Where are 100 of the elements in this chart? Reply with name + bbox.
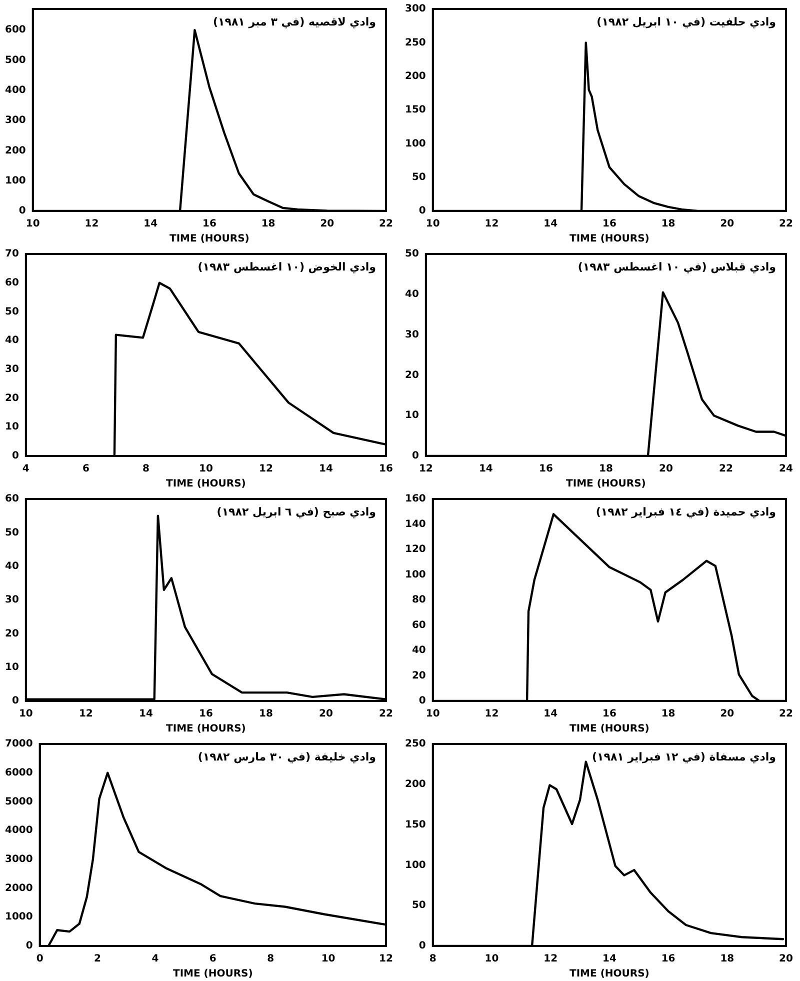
x-tick-label: 12 xyxy=(544,954,558,965)
x-tick-label: 14 xyxy=(478,464,493,475)
y-tick-label: 50 xyxy=(412,172,426,183)
y-tick-label: 0 xyxy=(418,206,426,217)
x-tick-label: 14 xyxy=(144,218,158,230)
y-tick-label: 7000 xyxy=(4,738,33,750)
y-tick-label: 4000 xyxy=(4,825,33,836)
x-tick-label: 22 xyxy=(779,218,793,230)
x-tick-label: 20 xyxy=(720,218,734,230)
x-tick-label: 12 xyxy=(84,218,99,230)
x-tick-label: 12 xyxy=(259,464,273,475)
x-tick-label: 14 xyxy=(319,464,333,475)
x-tick-label: 12 xyxy=(418,464,433,475)
y-tick-label: 40 xyxy=(412,645,426,656)
y-tick-label: 40 xyxy=(404,288,419,300)
y-tick-label: 80 xyxy=(412,594,426,606)
x-tick-label: 24 xyxy=(779,464,793,475)
y-tick-label: 0 xyxy=(12,450,19,462)
x-axis-title: TIME (HOURS) xyxy=(166,478,246,490)
x-tick-label: 20 xyxy=(320,218,334,230)
x-tick-label: 22 xyxy=(719,464,733,475)
x-tick-label: 10 xyxy=(484,954,499,965)
x-tick-label: 14 xyxy=(544,708,558,720)
x-axis-title: TIME (HOURS) xyxy=(166,724,246,735)
y-tick-label: 0 xyxy=(12,696,19,707)
x-axis-title: TIME (HOURS) xyxy=(570,724,650,735)
x-tick-label: 12 xyxy=(379,954,393,965)
text: وادي حميدة (في ١٤ فبراير ١٩٨٢) xyxy=(596,505,776,518)
x-tick-label: 10 xyxy=(26,218,40,230)
y-tick-label: 140 xyxy=(405,518,426,530)
y-tick-label: 2000 xyxy=(4,882,33,894)
x-tick-label: 8 xyxy=(142,464,150,475)
x-tick-label: 18 xyxy=(261,218,276,230)
x-tick-label: 20 xyxy=(659,464,673,475)
x-tick-label: 18 xyxy=(720,954,734,965)
x-tick-label: 18 xyxy=(661,218,676,230)
y-tick-label: 100 xyxy=(405,860,426,871)
x-tick-label: 8 xyxy=(267,954,274,965)
y-tick-label: 60 xyxy=(412,620,426,631)
x-tick-label: 20 xyxy=(720,708,734,720)
y-tick-label: 50 xyxy=(4,527,19,538)
y-tick-label: 120 xyxy=(405,544,426,556)
text: وادي صبح (في ٦ ابريل ١٩٨٢) xyxy=(216,505,376,518)
y-tick-label: 500 xyxy=(5,54,26,66)
y-tick-label: 20 xyxy=(4,392,19,404)
y-tick-label: 300 xyxy=(5,115,26,126)
y-tick-label: 150 xyxy=(405,104,426,116)
x-tick-label: 12 xyxy=(484,218,499,230)
y-tick-label: 0 xyxy=(26,940,33,952)
y-tick-label: 250 xyxy=(405,738,426,750)
y-tick-label: 20 xyxy=(404,370,419,381)
x-tick-label: 8 xyxy=(429,954,436,965)
x-tick-label: 22 xyxy=(379,708,393,720)
y-tick-label: 300 xyxy=(405,4,426,15)
y-tick-label: 60 xyxy=(4,277,19,288)
y-tick-label: 0 xyxy=(418,940,426,952)
x-tick-label: 10 xyxy=(198,464,213,475)
x-axis-title: TIME (HOURS) xyxy=(172,968,253,980)
x-axis-title: TIME (HOURS) xyxy=(170,234,250,245)
y-tick-label: 40 xyxy=(4,335,19,346)
x-tick-label: 6 xyxy=(209,954,216,965)
y-tick-label: 150 xyxy=(405,819,426,830)
y-tick-label: 5000 xyxy=(4,796,33,808)
y-tick-label: 200 xyxy=(405,778,426,790)
x-tick-label: 4 xyxy=(152,954,159,965)
y-tick-label: 100 xyxy=(405,138,426,150)
text: وادي لاقصيه (في ٣ مبر ١٩٨١) xyxy=(213,15,376,28)
x-tick-label: 10 xyxy=(321,954,336,965)
y-tick-label: 200 xyxy=(5,145,26,156)
y-tick-label: 0 xyxy=(418,696,426,707)
x-tick-label: 0 xyxy=(36,954,44,965)
y-tick-label: 6000 xyxy=(4,767,33,778)
x-tick-label: 14 xyxy=(602,954,616,965)
x-tick-label: 18 xyxy=(661,708,676,720)
y-tick-label: 400 xyxy=(5,84,26,96)
y-tick-label: 3000 xyxy=(4,854,33,866)
y-tick-label: 160 xyxy=(405,494,426,505)
x-tick-label: 12 xyxy=(484,708,499,720)
x-tick-label: 14 xyxy=(138,708,153,720)
x-tick-label: 22 xyxy=(779,708,793,720)
y-tick-label: 50 xyxy=(412,900,426,912)
x-tick-label: 22 xyxy=(379,218,393,230)
y-tick-label: 20 xyxy=(4,628,19,640)
y-tick-label: 20 xyxy=(412,670,426,682)
y-tick-label: 60 xyxy=(4,494,19,505)
x-tick-label: 18 xyxy=(598,464,613,475)
text: وادي حلفيت (في ١٠ ابريل ١٩٨٢) xyxy=(596,15,776,28)
y-tick-label: 30 xyxy=(4,364,19,376)
x-axis-title: TIME (HOURS) xyxy=(566,478,646,490)
y-tick-label: 10 xyxy=(4,422,19,433)
x-axis-title: TIME (HOURS) xyxy=(570,968,650,980)
x-tick-label: 16 xyxy=(538,464,553,475)
y-tick-label: 200 xyxy=(405,70,426,82)
x-tick-label: 2 xyxy=(94,954,102,965)
x-tick-label: 16 xyxy=(661,954,676,965)
y-tick-label: 10 xyxy=(404,410,419,422)
y-tick-label: 600 xyxy=(5,24,26,36)
x-axis-title: TIME (HOURS) xyxy=(570,234,650,245)
x-tick-label: 18 xyxy=(259,708,273,720)
y-tick-label: 30 xyxy=(404,329,419,340)
